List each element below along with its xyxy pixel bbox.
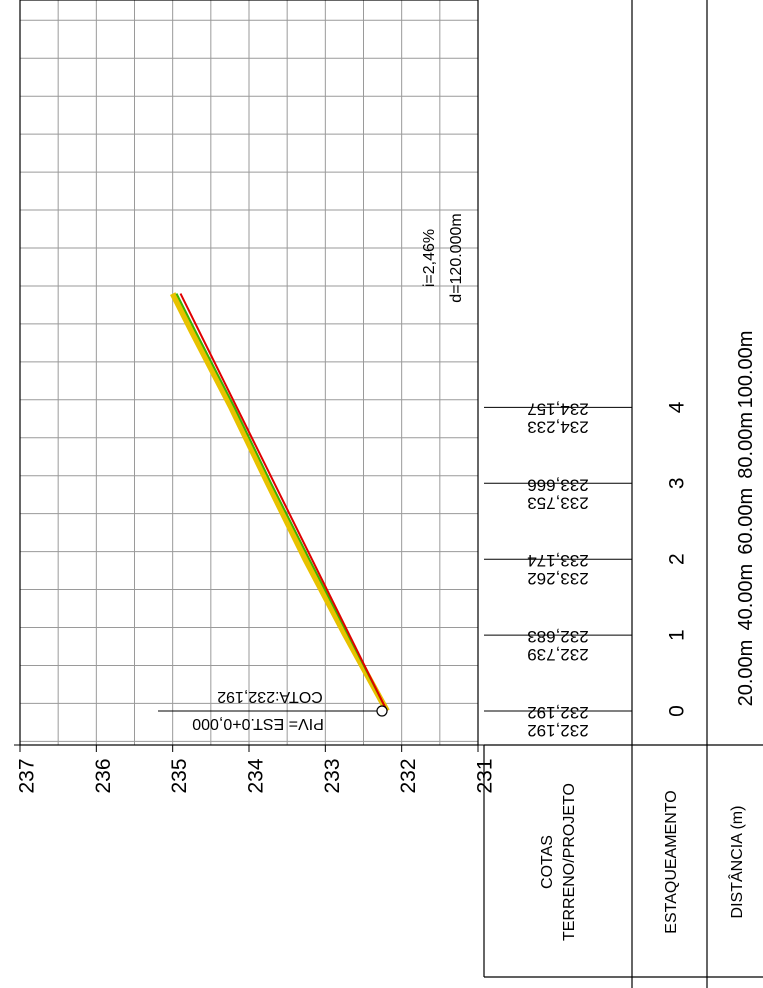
piv-marker [376, 705, 388, 717]
station-cota-terreno: 233,753 [527, 493, 588, 512]
station-cota-projeto: 232,192 [527, 703, 588, 722]
piv-label: PIV= EST.0+0,000 [192, 715, 324, 732]
profile-series-line-2 [175, 293, 388, 712]
station-estaca-label: 0 [666, 705, 689, 717]
station-estaca-label: 1 [666, 629, 689, 641]
station-cota-terreno: 234,233 [527, 417, 588, 436]
slope-label: i=2,46% [421, 229, 438, 287]
row-header-cotas-line1: COTAS [539, 835, 556, 889]
row-header-estaqueamento: ESTAQUEAMENTO [663, 790, 680, 933]
elevation-tick-label: 234 [245, 758, 268, 793]
row-header-distancia: DISTÂNCIA (m) [727, 806, 746, 919]
station-cota-projeto: 232,683 [527, 627, 588, 646]
profile-series [170, 292, 390, 713]
plot-grid [19, 0, 479, 745]
distance-label: 60.00m [735, 488, 757, 555]
elevation-axis: 231 232 233 234 235 236 237 [14, 744, 497, 794]
profile-series-line-3 [179, 293, 388, 712]
station-estaca-label: 2 [666, 553, 689, 565]
station-estaca-label: 4 [666, 401, 689, 413]
station-cota-terreno: 232,192 [527, 721, 588, 740]
elevation-tick-label: 236 [92, 758, 115, 793]
distance-label: 20.00m [735, 640, 757, 707]
station-cota-projeto: 233,666 [527, 475, 588, 494]
elevation-tick-label: 231 [474, 758, 497, 793]
station-cota-terreno: 232,739 [527, 645, 588, 664]
distance-label: 80.00m [735, 412, 757, 479]
station-cota-terreno: 233,262 [527, 569, 588, 588]
elevation-tick-label: 237 [16, 758, 39, 793]
distance-label: 40.00m [735, 564, 757, 631]
row-header-cotas-line2: TERRENO/PROJETO [561, 783, 578, 941]
station-estaca-label: 3 [666, 477, 689, 489]
elevation-tick-label: 233 [321, 758, 344, 793]
profile-series-line-1 [170, 292, 390, 713]
length-label: d=120.000m [448, 213, 465, 302]
cota-label: COTA:232,192 [217, 688, 323, 705]
station-cota-projeto: 233,174 [527, 551, 588, 570]
elevation-tick-label: 235 [168, 758, 191, 793]
elevation-tick-label: 232 [397, 758, 420, 793]
distance-label: 100.00m [735, 331, 757, 409]
station-cota-projeto: 234,157 [527, 399, 588, 418]
